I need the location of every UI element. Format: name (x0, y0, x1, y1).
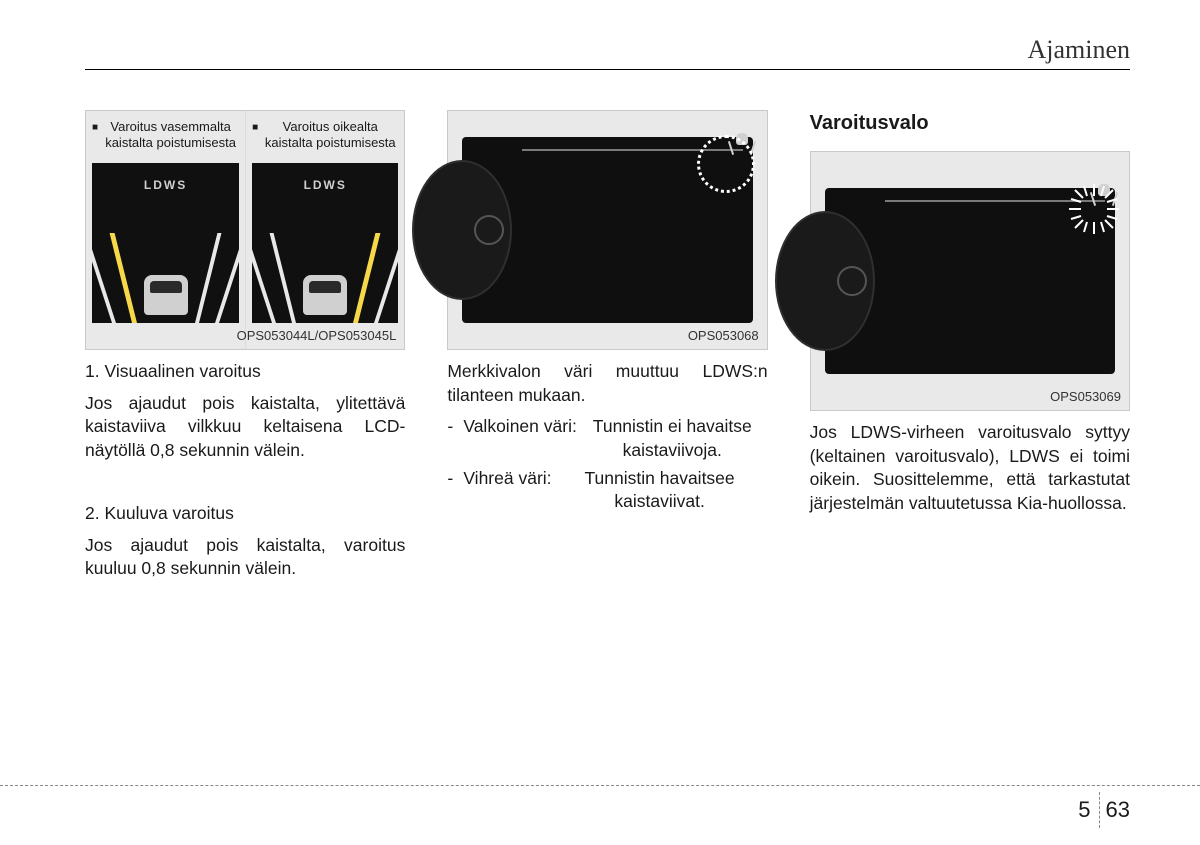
lcd-screen-left: LDWS (92, 163, 239, 323)
section-title: Ajaminen (85, 35, 1130, 70)
lane-line (215, 233, 239, 323)
dash-bullet: - (447, 415, 463, 462)
def-white: - Valkoinen väri: Tunnistin ei havaitse … (447, 415, 767, 462)
column-1: ■ Varoitus vasemmalta kaistalta poistumi… (85, 110, 405, 589)
figure-warning-light: OPS053069 (810, 151, 1130, 411)
chapter-number: 5 (1078, 797, 1098, 823)
text-visual-warning: Jos ajaudut pois kaistalta, ylitettävä k… (85, 392, 405, 463)
def-green: - Vihreä väri: Tunnistin havaitsee kaist… (447, 467, 767, 514)
dashboard-graphic (825, 188, 1115, 374)
column-2: OPS053068 Merkkivalon väri muuttuu LDWS:… (447, 110, 767, 589)
warning-light-text: Jos LDWS-virheen varoitusvalo syttyy (ke… (810, 421, 1130, 516)
lane-line (270, 233, 296, 323)
panel-label-right: ■ Varoitus oikealta kaistalta poistumise… (252, 119, 398, 157)
square-bullet-icon: ■ (252, 121, 258, 157)
gauge-arc-icon (775, 211, 875, 351)
figure-code: OPS053044L/OPS053045L (237, 327, 397, 345)
content-columns: ■ Varoitus vasemmalta kaistalta poistumi… (85, 110, 1130, 589)
car-icon (144, 275, 188, 315)
page-number: 5 63 (1078, 792, 1130, 828)
col3-text: Jos LDWS-virheen varoitusvalo syttyy (ke… (810, 421, 1130, 516)
indicator-intro: Merkkivalon väri muuttuu LDWS:n tilantee… (447, 360, 767, 407)
square-bullet-icon: ■ (92, 121, 98, 157)
figure-code: OPS053069 (1050, 388, 1121, 406)
col1-text: 1. Visuaalinen varoitus Jos ajaudut pois… (85, 360, 405, 581)
page-footer: 5 63 (0, 785, 1200, 825)
green-label: Vihreä väri: (463, 467, 551, 514)
manual-page: Ajaminen ■ Varoitus vasemmalta kaistalta… (0, 0, 1200, 589)
figure-ldws-warnings: ■ Varoitus vasemmalta kaistalta poistumi… (85, 110, 405, 350)
starburst-highlight-icon (1069, 184, 1119, 234)
figure-code: OPS053068 (688, 327, 759, 345)
gauge-arc-icon (412, 160, 512, 300)
text-audible-warning: Jos ajaudut pois kaistalta, varoitus kuu… (85, 534, 405, 581)
road-graphic (252, 228, 398, 323)
lane-line (195, 233, 221, 323)
panel-left-departure: ■ Varoitus vasemmalta kaistalta poistumi… (86, 111, 245, 349)
panel-label-left-text: Varoitus vasemmalta kaistalta poistumise… (102, 119, 239, 157)
lane-line (374, 233, 398, 323)
figure-indicator-color: OPS053068 (447, 110, 767, 350)
heading-visual-warning: 1. Visuaalinen varoitus (85, 360, 405, 384)
white-label: Valkoinen väri: (463, 415, 577, 462)
lcd-screen-right: LDWS (252, 163, 398, 323)
panel-label-right-text: Varoitus oikealta kaistalta poistumisest… (262, 119, 398, 157)
car-icon (303, 275, 347, 315)
dash-bullet: - (447, 467, 463, 514)
green-value: Tunnistin havaitsee kaistaviivat. (552, 467, 768, 514)
panel-label-left: ■ Varoitus vasemmalta kaistalta poistumi… (92, 119, 239, 157)
highlight-circle-icon (697, 135, 755, 193)
white-value: Tunnistin ei havaitse kaistaviivoja. (577, 415, 768, 462)
ldws-text: LDWS (92, 177, 239, 193)
heading-audible-warning: 2. Kuuluva varoitus (85, 502, 405, 526)
lane-line-yellow (110, 233, 137, 323)
ldws-text: LDWS (252, 177, 398, 193)
page-index: 63 (1100, 797, 1130, 823)
col2-text: Merkkivalon väri muuttuu LDWS:n tilantee… (447, 360, 767, 514)
road-graphic (92, 228, 239, 323)
column-3: Varoitusvalo (810, 110, 1130, 589)
dashboard-graphic (462, 137, 752, 323)
lane-line-yellow (353, 233, 380, 323)
panel-right-departure: ■ Varoitus oikealta kaistalta poistumise… (245, 111, 404, 349)
warning-light-heading: Varoitusvalo (810, 110, 1130, 137)
